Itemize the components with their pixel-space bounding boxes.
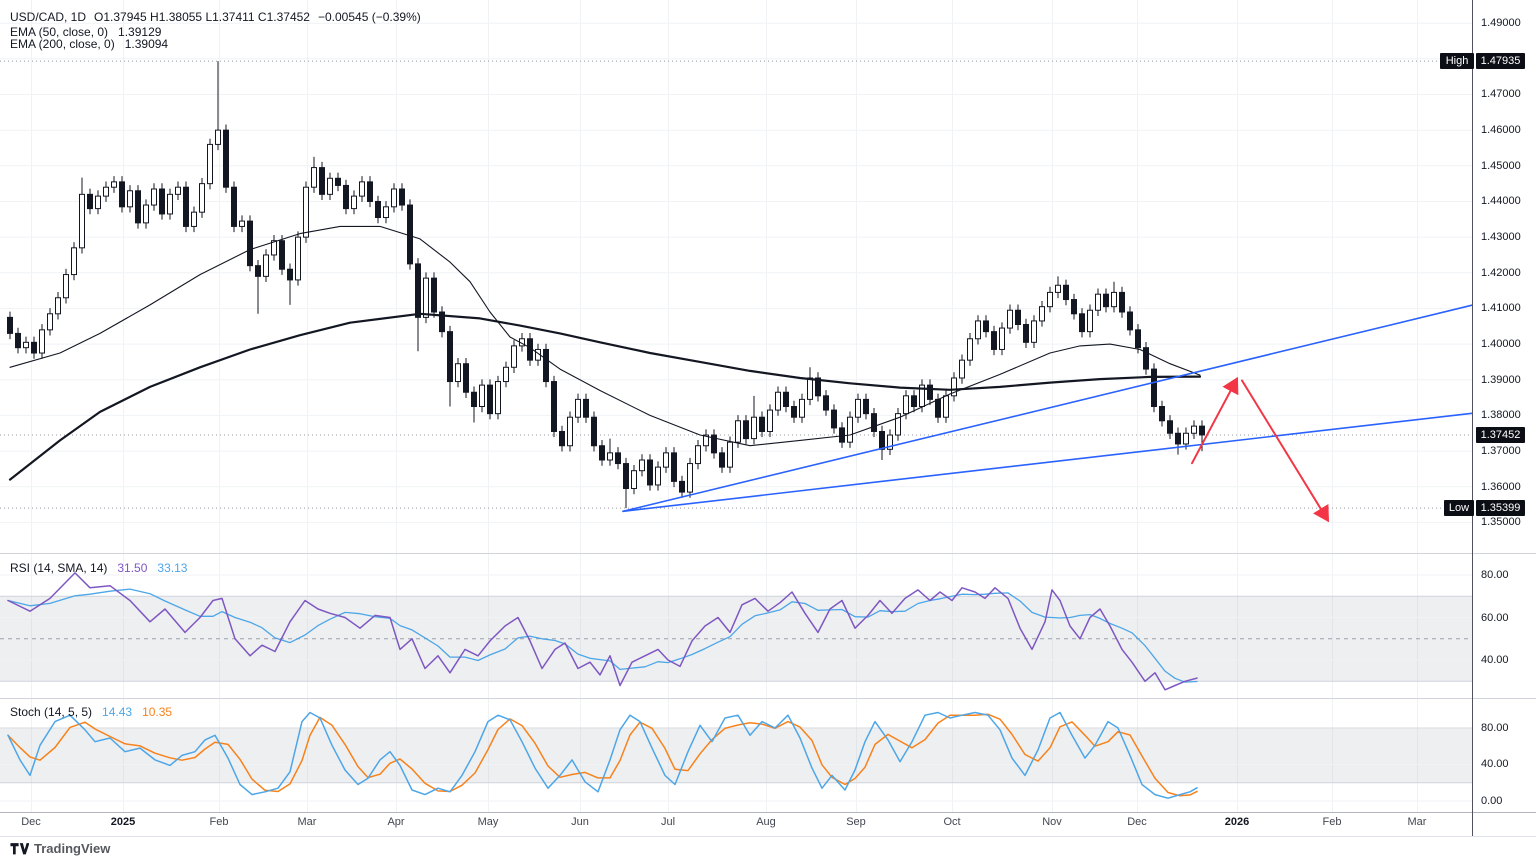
last-price-badge: 1.37452 — [1476, 427, 1525, 443]
ema200-legend[interactable]: EMA (200, close, 0) 1.39094 — [10, 38, 168, 51]
ema50-label: EMA (50, close, 0) — [10, 25, 109, 39]
rsi-sma-value: 33.13 — [157, 561, 188, 575]
symbol-legend[interactable]: USD/CAD, 1D O1.37945 H1.38055 L1.37411 C… — [10, 11, 421, 24]
tradingview-brand-text: TradingView — [34, 841, 111, 856]
ema200-value: 1.39094 — [124, 37, 169, 51]
stoch-label: Stoch (14, 5, 5) — [10, 705, 93, 719]
change-value: −0.00545 (−0.39%) — [317, 10, 421, 24]
ema50-legend[interactable]: EMA (50, close, 0) 1.39129 — [10, 26, 161, 39]
rsi-legend[interactable]: RSI (14, SMA, 14) 31.50 33.13 — [10, 562, 187, 575]
high-label-badge: High — [1440, 53, 1474, 69]
ohlc-values: O1.37945 H1.38055 L1.37411 C1.37452 — [94, 10, 310, 24]
stoch-k-value: 14.43 — [102, 705, 133, 719]
rsi-label: RSI (14, SMA, 14) — [10, 561, 108, 575]
low-label-badge: Low — [1444, 500, 1474, 516]
ema50-value: 1.39129 — [118, 25, 162, 39]
low-value-badge: 1.35399 — [1476, 500, 1525, 516]
ema200-label: EMA (200, close, 0) — [10, 37, 115, 51]
rsi-value: 31.50 — [117, 561, 148, 575]
stoch-d-value: 10.35 — [142, 705, 173, 719]
tradingview-logo-icon — [10, 842, 29, 854]
stoch-legend[interactable]: Stoch (14, 5, 5) 14.43 10.35 — [10, 706, 172, 719]
symbol-title: USD/CAD, 1D — [10, 10, 87, 24]
tradingview-brand-link[interactable]: TradingView — [10, 841, 110, 856]
high-value-badge: 1.47935 — [1476, 53, 1525, 69]
